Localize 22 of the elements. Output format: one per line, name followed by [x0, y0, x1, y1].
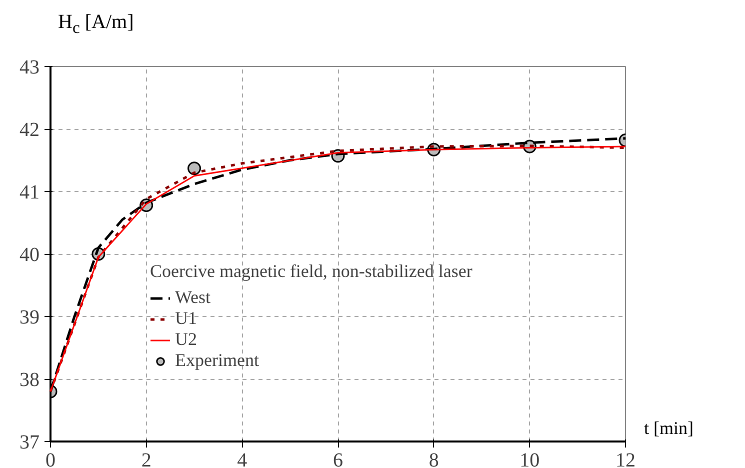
y-tick-label: 42	[20, 119, 40, 141]
legend-label: U2	[175, 329, 197, 350]
y-tick-label: 41	[20, 182, 40, 204]
legend-label: Experiment	[175, 350, 259, 371]
y-tick-label: 39	[20, 306, 40, 328]
y-tick-label: 43	[20, 56, 40, 78]
legend-label: U1	[175, 308, 197, 329]
x-tick-label: 2	[141, 450, 152, 468]
y-tick-label: 40	[20, 244, 40, 266]
point	[188, 162, 201, 176]
y-axis-title: H$_{c}$ [A/m]	[58, 10, 134, 39]
x-tick-label: 6	[333, 450, 343, 468]
legend-label: West	[175, 287, 211, 308]
x-axis-title: t [min]	[644, 417, 694, 440]
legend-title: Coercive magnetic field, non-stabilized laser	[150, 261, 472, 282]
x-tick-label: 10	[520, 450, 540, 468]
x-tick-label: 4	[237, 450, 248, 468]
y-tick-label: 37	[20, 432, 40, 454]
x-tick-label: 8	[428, 450, 439, 468]
x-tick-label: 0	[46, 450, 56, 468]
x-tick-label: 12	[616, 450, 636, 468]
y-tick-label: 38	[20, 369, 40, 391]
